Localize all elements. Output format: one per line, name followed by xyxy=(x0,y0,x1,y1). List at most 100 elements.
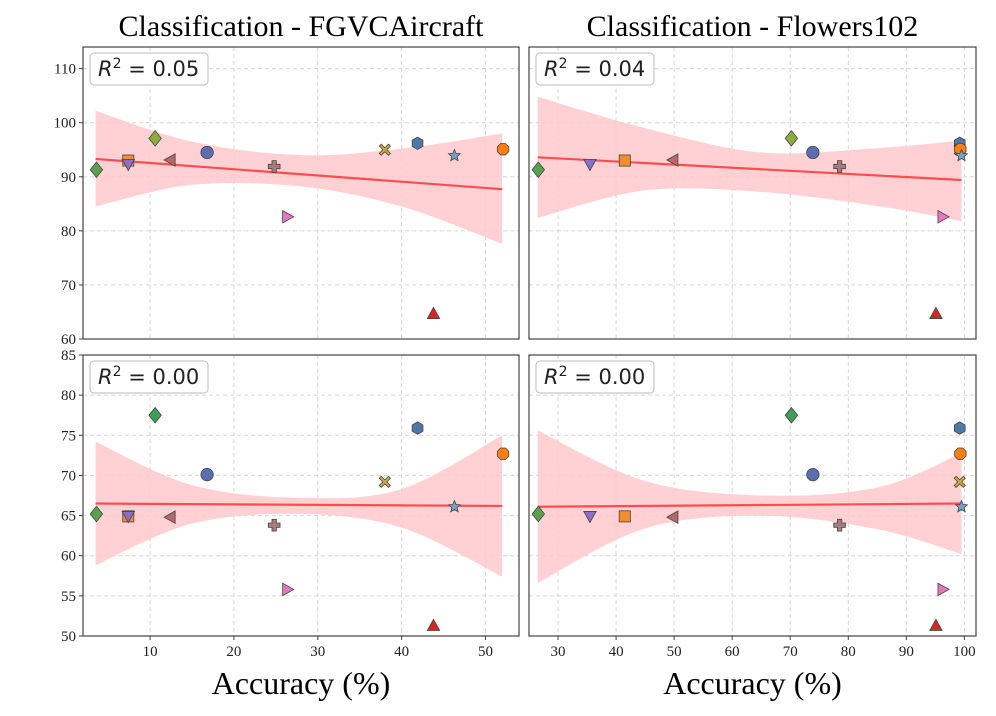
data-point-diamond xyxy=(784,406,799,424)
r2-annotation: R2 = 0.05 xyxy=(98,56,199,81)
data-point-triangle-up xyxy=(929,618,943,631)
r2-annotation-box xyxy=(89,360,209,394)
x-tick-label: 50 xyxy=(478,644,493,660)
r2-annotation: R2 = 0.00 xyxy=(544,364,645,389)
data-point-x xyxy=(378,143,391,156)
data-point-plus xyxy=(833,160,846,173)
x-tick-label: 80 xyxy=(841,644,856,660)
data-point-star xyxy=(954,499,969,513)
confidence-band xyxy=(537,96,962,222)
data-point-diamond xyxy=(531,161,546,179)
y-tick-label: 75 xyxy=(61,428,76,444)
regression-line xyxy=(537,156,962,182)
x-tick-label: 40 xyxy=(394,644,409,660)
y-tick-label: 55 xyxy=(61,589,76,605)
panel-bottom-right: 30 40 50 60 70 80 90 100 R2 = 0.00 xyxy=(528,354,977,660)
axes-frame xyxy=(528,46,977,340)
data-point-circle xyxy=(200,145,214,160)
data-point-square xyxy=(618,510,631,523)
y-tick-label: 80 xyxy=(61,388,76,404)
r2-annotation-box xyxy=(535,360,655,394)
x-tick-label: 70 xyxy=(783,644,798,660)
y-tick-label: 70 xyxy=(61,468,76,484)
data-point-triangle-down xyxy=(121,158,136,172)
data-point-triangle-down xyxy=(583,158,597,172)
x-axis-label: Accuracy (%) xyxy=(663,665,842,701)
y-tick-label: 90 xyxy=(61,170,76,186)
y-tick-label: 110 xyxy=(54,62,76,78)
axes-frame xyxy=(82,354,520,637)
data-point-triangle-right xyxy=(282,209,295,224)
regression-line xyxy=(95,502,503,508)
data-point-triangle-left xyxy=(163,510,176,525)
data-point-triangle-left xyxy=(163,153,176,167)
regression-line xyxy=(95,157,503,191)
data-point-plus xyxy=(833,518,846,532)
data-point-circle xyxy=(806,468,820,482)
x-tick-label: 20 xyxy=(226,644,241,660)
confidence-band xyxy=(95,435,503,577)
data-point-diamond xyxy=(784,129,799,147)
data-point-circle xyxy=(806,145,820,160)
regression-line xyxy=(537,502,962,508)
r2-annotation-box xyxy=(535,52,655,86)
data-point-triangle-up xyxy=(426,618,441,631)
data-point-octagon xyxy=(954,447,967,460)
x-tick-label: 10 xyxy=(143,644,158,660)
y-tick-label: 70 xyxy=(61,278,76,294)
panel-bottom-left: 10 20 30 40 50 50 55 60 65 70 75 80 85 R2 = 0.00 xyxy=(61,348,520,660)
y-tick-label: 85 xyxy=(61,348,76,364)
r2-annotation: R2 = 0.00 xyxy=(98,364,199,389)
panel-top-left: 60 70 80 90 100 110 R2 = 0.05 xyxy=(54,46,520,348)
data-point-diamond xyxy=(531,505,546,523)
y-tick-label: 80 xyxy=(61,224,76,240)
data-point-triangle-down xyxy=(121,511,136,524)
data-point-diamond xyxy=(148,406,162,424)
x-tick-label: 30 xyxy=(551,644,566,660)
data-point-triangle-left xyxy=(665,510,679,525)
y-tick-label: 60 xyxy=(61,332,76,348)
r2-annotation-box xyxy=(89,52,209,86)
y-tick-label: 60 xyxy=(61,549,76,565)
data-point-octagon xyxy=(496,447,510,460)
data-point-square xyxy=(618,154,631,167)
data-point-hexagon xyxy=(411,136,424,150)
x-tick-label: 50 xyxy=(667,644,682,660)
data-point-x xyxy=(953,475,966,488)
x-tick-label: 90 xyxy=(899,644,914,660)
data-point-star xyxy=(954,148,969,162)
data-point-diamond xyxy=(148,129,162,147)
x-tick-label: 40 xyxy=(609,644,624,660)
confidence-band xyxy=(537,430,962,584)
panel-title: Classification - Flowers102 xyxy=(587,10,919,43)
y-tick-label: 50 xyxy=(61,629,76,645)
data-point-diamond xyxy=(89,161,104,179)
data-point-hexagon xyxy=(953,421,966,435)
data-point-hexagon xyxy=(411,421,424,435)
data-point-circle xyxy=(200,468,214,482)
data-point-diamond xyxy=(89,505,104,523)
y-tick-label: 100 xyxy=(54,116,77,132)
data-point-star xyxy=(447,499,462,513)
data-point-triangle-up xyxy=(426,306,441,319)
panel-top-right: R2 = 0.04 xyxy=(528,46,977,340)
r2-annotation: R2 = 0.04 xyxy=(544,56,645,81)
data-point-triangle-down xyxy=(583,511,597,524)
x-axis-label: Accuracy (%) xyxy=(212,665,391,701)
data-point-triangle-up xyxy=(929,306,943,319)
x-tick-label: 30 xyxy=(310,644,325,660)
data-point-triangle-right xyxy=(937,209,950,224)
data-point-plus xyxy=(267,518,281,532)
data-point-triangle-right xyxy=(937,582,950,597)
y-tick-label: 65 xyxy=(61,509,76,525)
data-point-triangle-right xyxy=(282,582,295,597)
data-point-x xyxy=(378,475,391,488)
x-tick-label: 60 xyxy=(725,644,740,660)
confidence-band xyxy=(95,110,503,244)
axes-frame xyxy=(82,46,520,340)
panel-title: Classification - FGVCAircraft xyxy=(119,10,485,43)
data-point-star xyxy=(447,148,462,162)
x-tick-label: 100 xyxy=(953,644,976,660)
data-point-octagon xyxy=(496,143,510,156)
